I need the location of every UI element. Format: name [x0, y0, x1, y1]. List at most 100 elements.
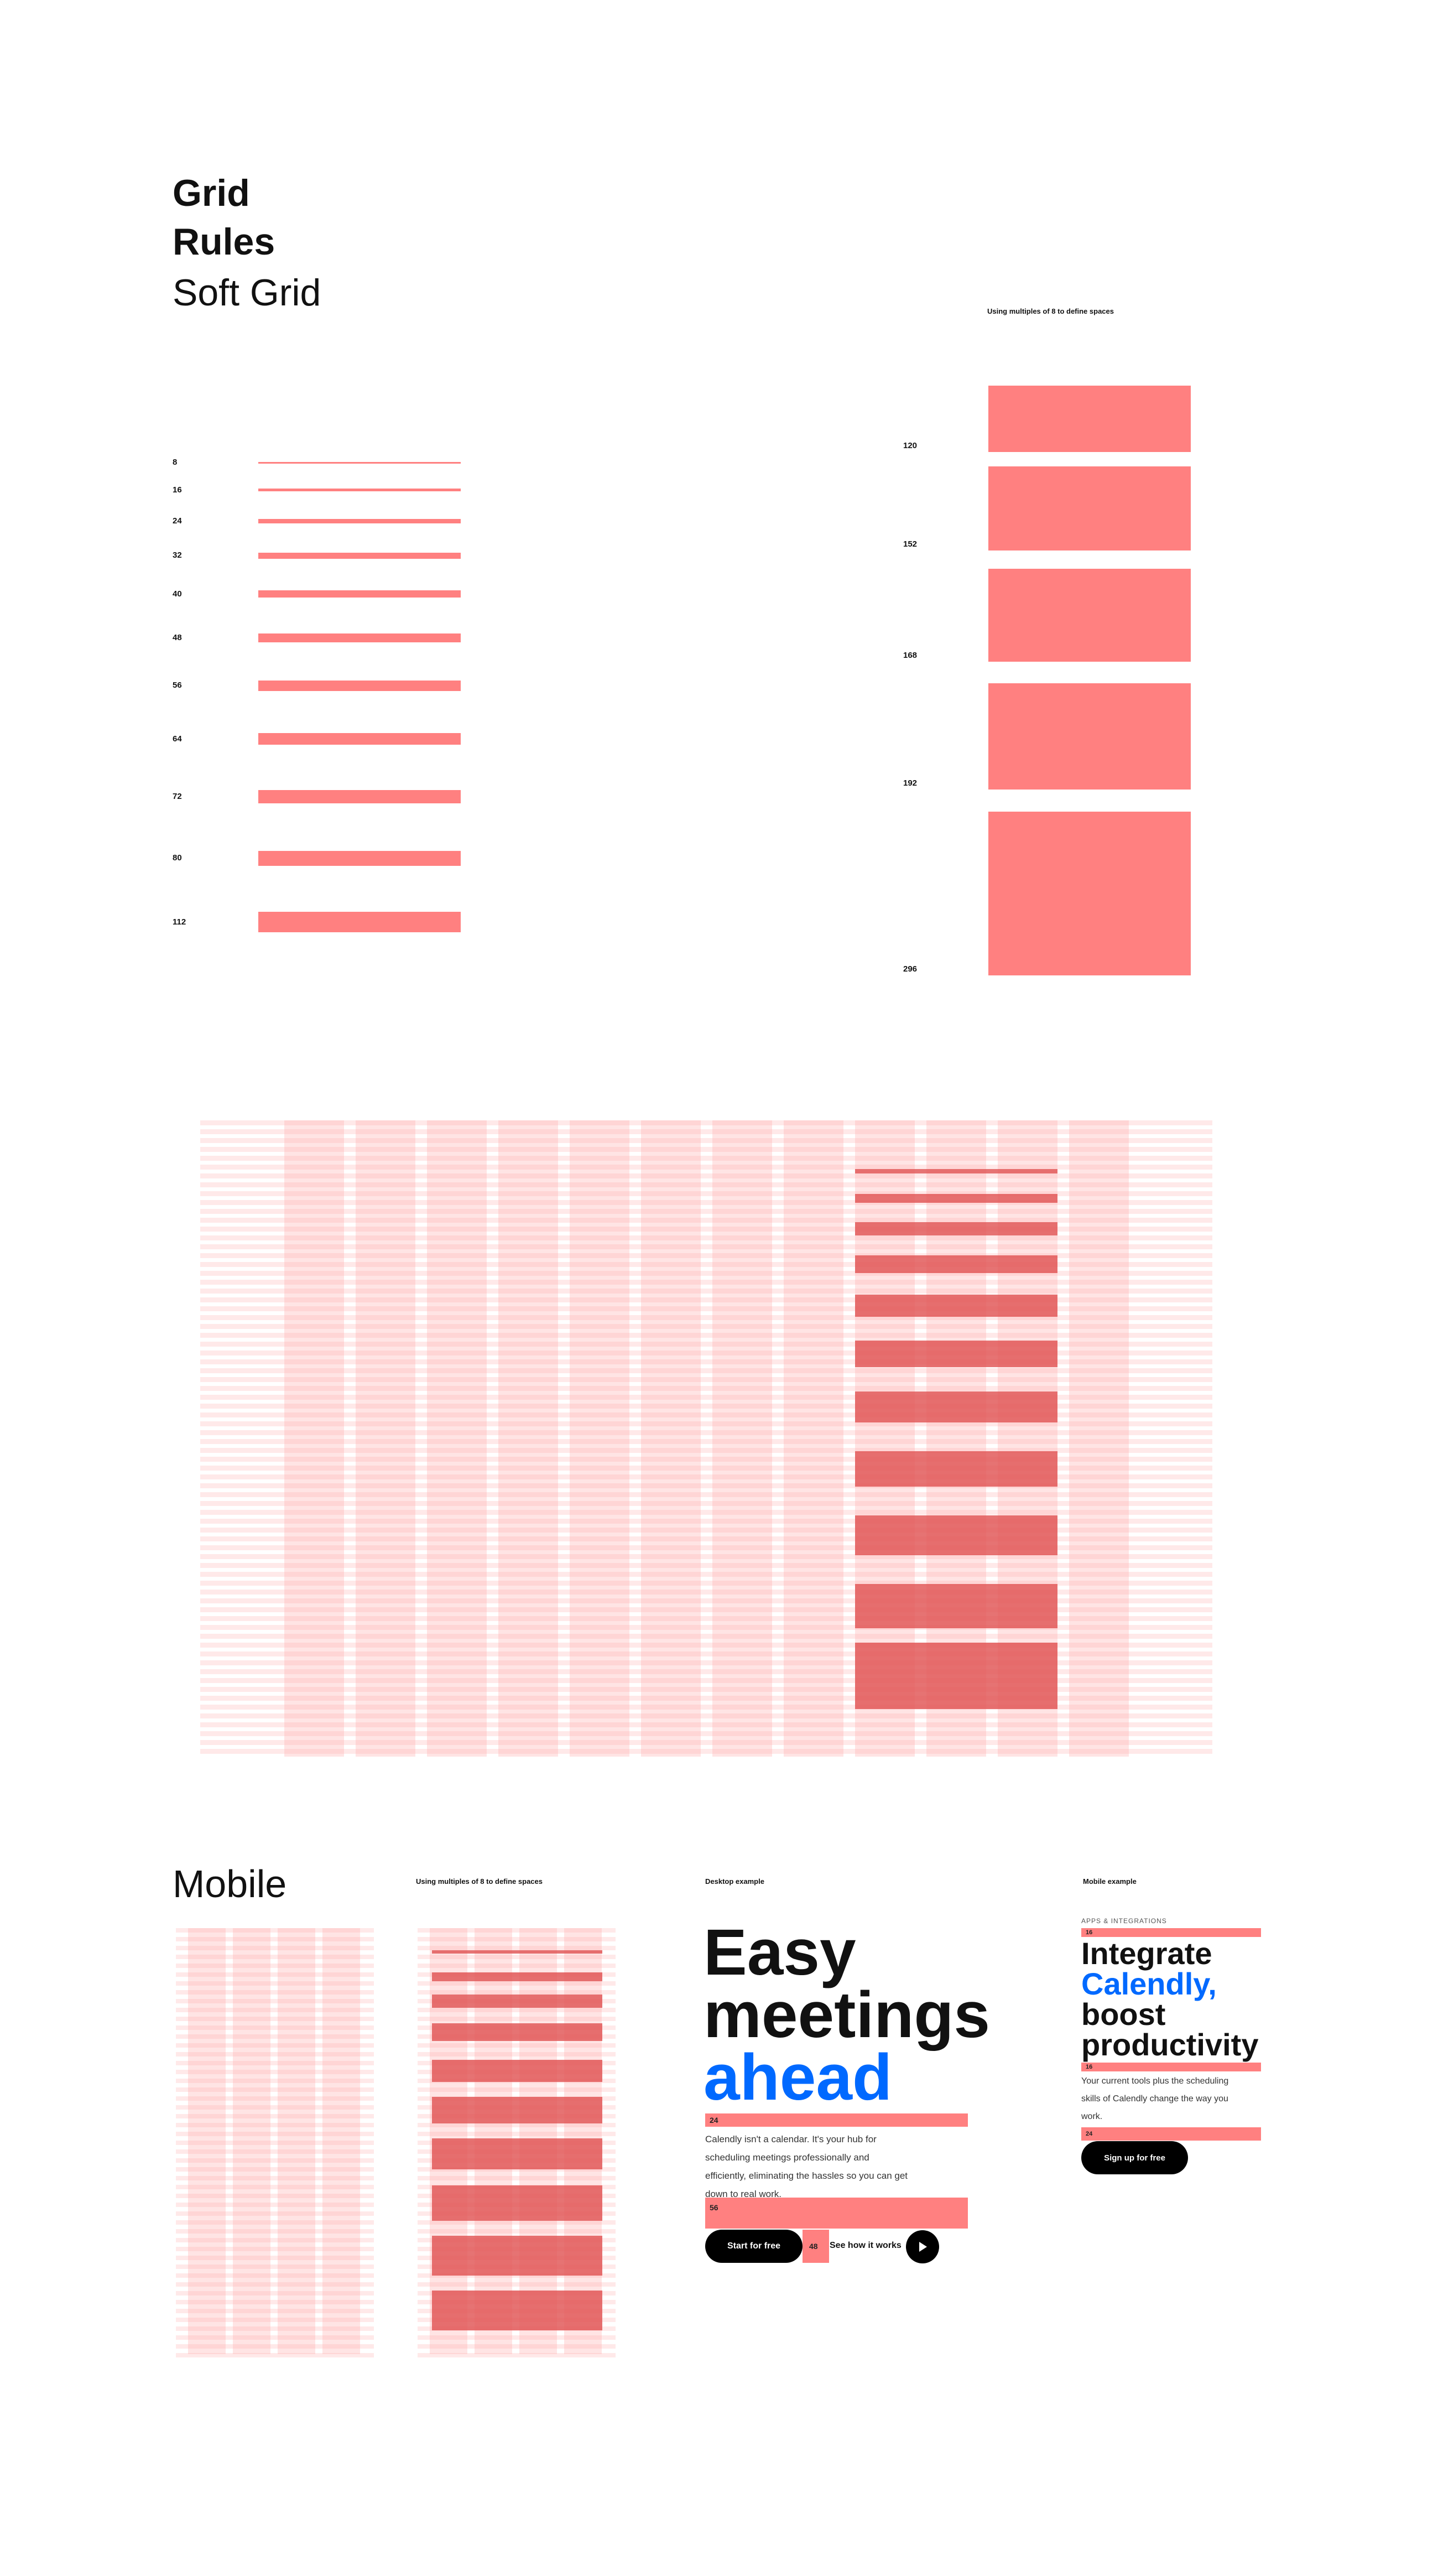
grid-row-line	[200, 1280, 1212, 1285]
grid-row-line	[176, 2087, 374, 2092]
grid-row-line	[176, 1964, 374, 1968]
grid-row-line	[176, 2070, 374, 2074]
grid-row-line	[200, 1289, 1212, 1294]
spacing-label: 152	[903, 539, 918, 549]
grid-row-line	[176, 1972, 374, 1977]
spacing-label: 8	[173, 458, 178, 468]
grid-row-line	[200, 1536, 1212, 1541]
play-icon[interactable]	[906, 2230, 939, 2263]
grid-row-line	[176, 2211, 374, 2216]
grid-row-line	[200, 1749, 1212, 1754]
grid-row-line	[200, 1165, 1212, 1170]
grid-row-line	[176, 2203, 374, 2207]
spacing-marker: 56	[705, 2198, 968, 2229]
grid-row-line	[200, 1625, 1212, 1630]
spacing-bar	[855, 1584, 1057, 1628]
mobile-headline-2: Calendly,	[1081, 1966, 1217, 2001]
spacing-bar	[432, 2060, 602, 2082]
grid-row-line	[200, 1466, 1212, 1471]
grid-row-line	[200, 1705, 1212, 1710]
spacing-bar	[258, 462, 461, 464]
grid-row-line	[176, 1955, 374, 1959]
grid-row-line	[418, 1964, 616, 1968]
grid-row-line	[176, 2318, 374, 2322]
mobile-headline-4: productivity	[1081, 2027, 1259, 2062]
mobile-headline-1: Integrate	[1081, 1936, 1212, 1971]
spacing-label: 112	[173, 917, 186, 927]
grid-row-line	[200, 1156, 1212, 1161]
desktop-headline-1: Easy	[704, 1916, 856, 1989]
spacing-bar	[258, 681, 461, 691]
spacing-bar	[432, 1995, 602, 2008]
grid-row-line	[176, 2335, 374, 2340]
grid-column	[427, 1120, 487, 1757]
spacing-bar	[432, 2185, 602, 2221]
spacing-bar	[432, 2236, 602, 2276]
sign-up-button[interactable]: Sign up for free	[1081, 2141, 1188, 2174]
spacing-label: 24	[173, 516, 182, 526]
start-free-button[interactable]: Start for free	[705, 2230, 803, 2263]
grid-row-line	[200, 1262, 1212, 1267]
spacing-note: Using multiples of 8 to define spaces	[987, 307, 1114, 315]
spacing-bar	[432, 1972, 602, 1981]
spacing-label: 16	[173, 485, 182, 495]
grid-row-line	[200, 1253, 1212, 1258]
see-how-link[interactable]: See how it works	[830, 2241, 902, 2250]
spacing-label: 40	[173, 589, 182, 599]
grid-row-line	[200, 1651, 1212, 1656]
grid-row-line	[200, 1740, 1212, 1745]
grid-column	[278, 1928, 315, 2354]
spacing-label: 192	[903, 778, 918, 788]
grid-row-line	[200, 1359, 1212, 1364]
grid-row-line	[418, 1990, 616, 1995]
grid-row-line	[200, 1306, 1212, 1311]
title-soft-grid: Soft Grid	[173, 272, 321, 314]
spacing-bar	[432, 2138, 602, 2169]
spacing-bar	[432, 1950, 602, 1954]
grid-row-line	[176, 2052, 374, 2056]
grid-row-line	[176, 2061, 374, 2065]
grid-row-line	[176, 2220, 374, 2225]
mobile-eyebrow: APPS & INTEGRATIONS	[1081, 1917, 1167, 1925]
grid-row-line	[200, 1501, 1212, 1506]
spacing-bar	[988, 466, 1191, 550]
grid-row-line	[200, 1182, 1212, 1187]
grid-row-line	[200, 1351, 1212, 1355]
grid-row-line	[200, 1448, 1212, 1453]
desktop-example-label: Desktop example	[705, 1877, 764, 1886]
spacing-label: 80	[173, 853, 182, 863]
grid-row-line	[176, 2123, 374, 2127]
spacing-bar	[855, 1515, 1057, 1555]
mobile-body: Your current tools plus the scheduling s…	[1081, 2073, 1228, 2126]
grid-row-line	[200, 1227, 1212, 1232]
grid-row-line	[176, 2256, 374, 2260]
grid-row-line	[200, 1722, 1212, 1727]
grid-row-line	[200, 1191, 1212, 1196]
mobile-headline-3: boost	[1081, 1997, 1166, 2032]
grid-row-line	[200, 1218, 1212, 1223]
grid-row-line	[176, 2247, 374, 2251]
grid-row-line	[176, 2158, 374, 2163]
grid-row-line	[418, 2282, 616, 2287]
grid-row-line	[176, 2043, 374, 2048]
grid-row-line	[176, 2291, 374, 2295]
grid-row-line	[176, 2265, 374, 2269]
grid-row-line	[176, 2326, 374, 2331]
grid-row-line	[176, 2300, 374, 2304]
grid-row-line	[200, 1713, 1212, 1718]
grid-row-line	[418, 2043, 616, 2048]
grid-row-line	[418, 2017, 616, 2021]
desktop-body-line: down to real work.	[705, 2189, 781, 2199]
grid-row-line	[200, 1731, 1212, 1736]
grid-row-line	[176, 2141, 374, 2145]
spacing-marker: 48	[803, 2230, 829, 2263]
grid-row-line	[200, 1271, 1212, 1276]
spacing-bar	[258, 790, 461, 803]
grid-row-line	[176, 2017, 374, 2021]
soft-grid-desktop	[200, 1120, 1212, 1757]
mobile-note: Using multiples of 8 to define spaces	[416, 1877, 543, 1886]
grid-column	[784, 1120, 843, 1757]
grid-row-line	[176, 2282, 374, 2287]
grid-row-line	[200, 1572, 1212, 1577]
title-rules: Rules	[173, 221, 275, 263]
